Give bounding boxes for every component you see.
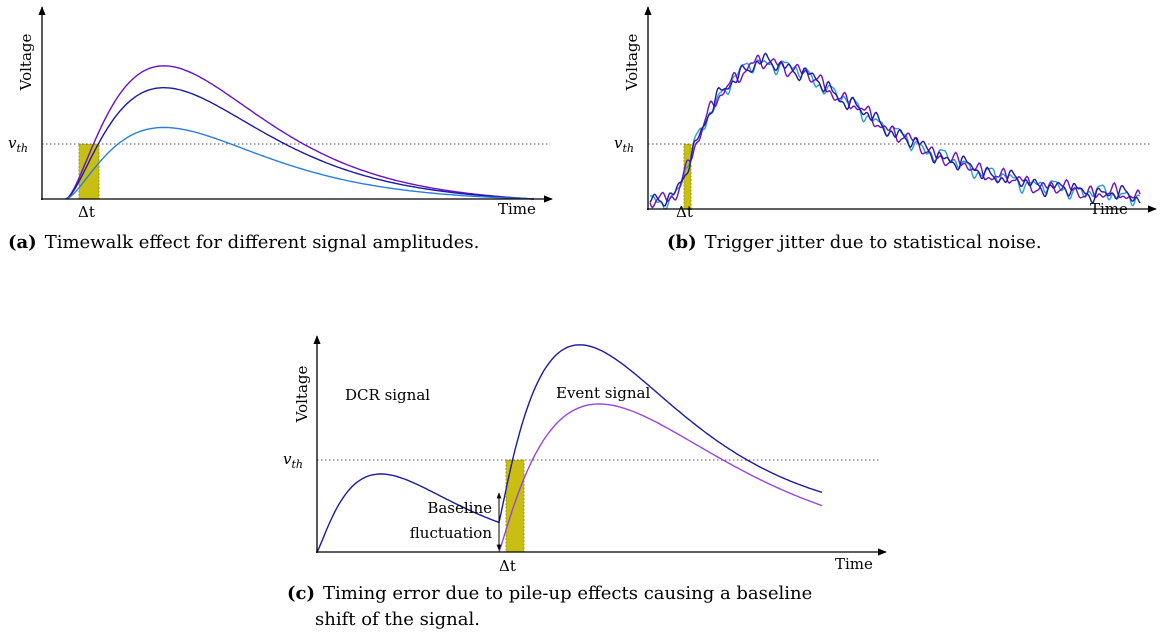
- panel-b-noisy-signal-navy: [649, 52, 1141, 207]
- panel-b-x-axis-label: Time: [1090, 200, 1128, 218]
- panel-c-dcr-and-event-signal-curve: [316, 344, 823, 553]
- panel-b-delta-t-label: Δt: [676, 203, 693, 221]
- panel-c-event-signal-curve: [498, 403, 823, 553]
- panel-c-delta-t-label: Δt: [499, 557, 516, 575]
- panel-c-y-axis-label: Voltage: [293, 366, 311, 424]
- panel-b-noisy-signal-purple: [649, 54, 1141, 209]
- panel-b-threshold-label: vth: [614, 134, 634, 155]
- panel-c-x-axis-label: Time: [835, 555, 873, 573]
- panel-a-signal-curve-small: [65, 126, 535, 200]
- panel-b-caption: (b) Trigger jitter due to statistical noi…: [667, 232, 1042, 253]
- panel-c-baseline-label-line2: fluctuation: [410, 524, 493, 542]
- panel-a-threshold-label: vth: [8, 134, 28, 155]
- panel-a: Voltage Time vth Δt (a) Timewalk effect f…: [8, 6, 553, 253]
- panel-c-baseline-label-line1: Baseline: [427, 499, 492, 517]
- panel-c-caption-line2: shift of the signal.: [315, 609, 480, 630]
- panel-c-threshold-label: vth: [283, 450, 303, 471]
- panel-b-y-axis-label: Voltage: [623, 34, 641, 92]
- panel-a-signal-curve-medium: [65, 87, 535, 200]
- panel-a-x-axis-label: Time: [498, 200, 536, 218]
- panel-a-signal-curve-large: [65, 65, 535, 200]
- panel-c-event-signal-label: Event signal: [556, 384, 650, 402]
- panel-c: Voltage Time vth Δt DCR signal Event sig…: [283, 335, 887, 630]
- panel-c-caption-line1: (c) Timing error due to pile-up effects c…: [287, 583, 812, 604]
- panel-b: Voltage Time vth Δt (b) Trigger jitter du…: [614, 6, 1157, 253]
- panel-a-delta-t-label: Δt: [78, 203, 95, 221]
- panel-c-dcr-signal-label: DCR signal: [345, 386, 430, 404]
- panel-a-y-axis-label: Voltage: [17, 34, 35, 92]
- panel-a-caption: (a) Timewalk effect for different signal …: [8, 232, 479, 253]
